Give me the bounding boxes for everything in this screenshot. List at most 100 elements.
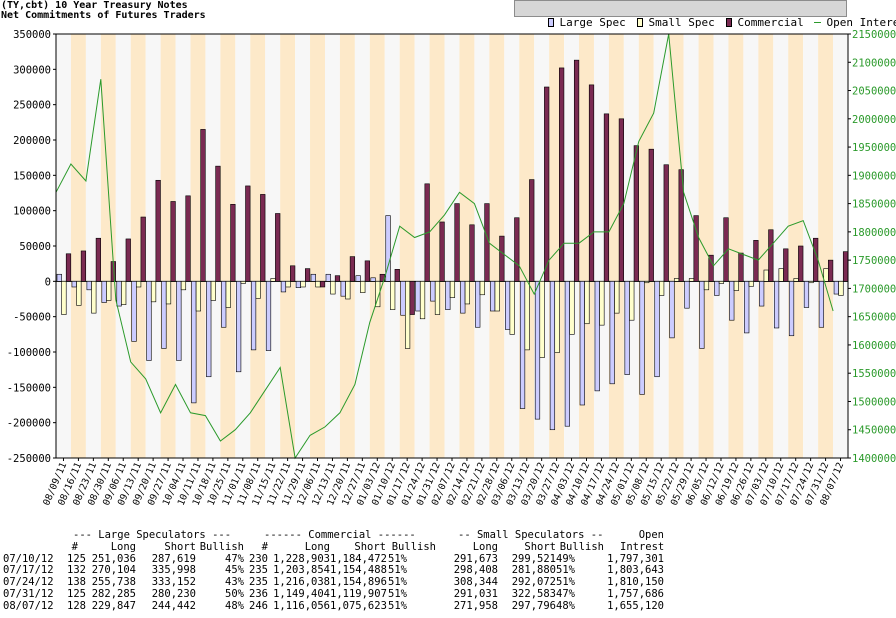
legend-swatch-large-spec — [547, 18, 554, 27]
legend-swatch-small-spec — [636, 18, 643, 27]
large-spec-bar — [101, 281, 107, 303]
table-cell: 1,228,903 — [273, 552, 330, 565]
small-spec-bar — [419, 281, 426, 320]
table-cell: 298,408 — [453, 564, 498, 577]
commercial-bar — [215, 165, 221, 282]
table-cell: 291,031 — [453, 587, 498, 600]
y-right-tick-label: 1850000 — [852, 199, 896, 211]
small-spec-bar — [599, 281, 605, 326]
small-spec-bar — [659, 281, 665, 296]
background-band — [818, 34, 834, 458]
large-spec-bar — [684, 281, 690, 309]
background-band — [280, 34, 296, 458]
large-spec-bar — [519, 281, 526, 409]
table-cell: 333,152 — [151, 576, 196, 589]
legend-item-large-spec: Large Spec — [521, 3, 626, 29]
y-left-tick-label: 300000 — [13, 64, 51, 76]
small-spec-bar — [629, 281, 635, 321]
small-spec-bar — [524, 281, 530, 351]
y-right-tick-label: 1550000 — [852, 368, 896, 380]
large-spec-bar — [624, 281, 630, 375]
large-spec-bar — [788, 281, 795, 337]
small-spec-bar — [255, 281, 261, 299]
small-spec-bar — [673, 278, 680, 282]
small-spec-bar — [688, 278, 695, 282]
large-spec-bar — [714, 281, 720, 296]
large-spec-bar — [699, 281, 705, 349]
large-spec-bar — [579, 281, 585, 406]
small-spec-bar — [121, 281, 127, 305]
large-spec-bar — [475, 281, 481, 328]
commercial-bar — [842, 251, 849, 282]
large-spec-bar — [221, 281, 227, 328]
table-column-header: Long — [304, 540, 330, 553]
large-spec-bar — [430, 281, 436, 302]
large-spec-bar — [669, 281, 675, 339]
small-spec-bar — [434, 281, 441, 315]
commercial-bar — [185, 195, 191, 282]
table-cell: 244,442 — [151, 599, 196, 612]
table-cell: 230 — [249, 552, 268, 565]
legend-label-commercial: Commercial — [737, 16, 804, 29]
table-cell: 1,184,472 — [330, 552, 387, 565]
table-cell: 280,230 — [151, 587, 196, 600]
small-spec-bar — [808, 281, 814, 284]
group-header-large: --- Large Speculators --- — [73, 529, 232, 541]
large-spec-bar — [445, 281, 451, 310]
large-spec-bar — [280, 281, 287, 293]
table-cell: 335,998 — [151, 564, 196, 577]
table-cell: 51% — [388, 599, 407, 612]
background-band — [444, 34, 460, 458]
small-spec-bar — [345, 281, 351, 300]
table-cell: 128 — [67, 599, 86, 612]
commercial-bar — [304, 268, 311, 282]
small-spec-bar — [793, 278, 799, 282]
chart-title: (TY,cbt) 10 Year Treasury Notes — [1, 0, 188, 11]
small-spec-bar — [150, 281, 157, 303]
large-spec-bar — [818, 281, 825, 328]
group-header-commercial: ------ Commercial ------ — [264, 529, 416, 541]
large-spec-bar — [759, 281, 765, 307]
table-cell: 51% — [388, 587, 407, 600]
y-left-tick-label: 0 — [45, 276, 51, 288]
y-left-tick-label: 150000 — [13, 170, 51, 182]
background-band — [758, 34, 774, 458]
table-cell: 1,757,686 — [607, 587, 664, 600]
commercial-bar — [738, 252, 744, 282]
commercial-bar — [663, 164, 669, 282]
large-spec-bar — [56, 273, 62, 282]
table-cell: 308,344 — [453, 576, 498, 589]
large-spec-bar — [415, 281, 421, 312]
table-cell: 51% — [556, 564, 575, 577]
background-band — [354, 34, 370, 458]
y-left-tick-label: 200000 — [13, 135, 51, 147]
background-band — [743, 34, 759, 458]
background-band — [833, 34, 848, 458]
group-header-open: Open — [638, 529, 664, 541]
table-cell: 1,154,488 — [330, 564, 387, 577]
group-header-small: -- Small Speculators -- — [458, 529, 604, 541]
small-spec-bar — [494, 281, 500, 312]
y-right-tick-label: 2150000 — [852, 29, 896, 41]
commercial-bar — [514, 217, 520, 282]
y-left-tick-label: 250000 — [13, 100, 51, 112]
small-spec-bar — [136, 281, 142, 288]
background-band — [713, 34, 729, 458]
background-band — [339, 34, 355, 458]
table-column-header: Short — [354, 540, 386, 553]
small-spec-bar — [285, 281, 291, 288]
commercial-bar — [454, 203, 460, 282]
large-spec-bar — [639, 281, 645, 395]
table-column-header: # — [71, 540, 78, 553]
y-right-tick-label: 1700000 — [852, 283, 896, 295]
commercial-bar — [798, 245, 804, 282]
small-spec-bar — [270, 278, 276, 282]
table-cell: 1,203,854 — [273, 564, 330, 577]
large-spec-bar — [161, 281, 167, 349]
table-column-header: Long — [110, 540, 136, 553]
background-band — [70, 34, 86, 458]
y-right-tick-label: 1400000 — [852, 453, 896, 465]
table-cell: 51% — [556, 576, 575, 589]
table-cell: 1,116,056 — [273, 599, 330, 612]
commercial-bar — [65, 253, 72, 282]
